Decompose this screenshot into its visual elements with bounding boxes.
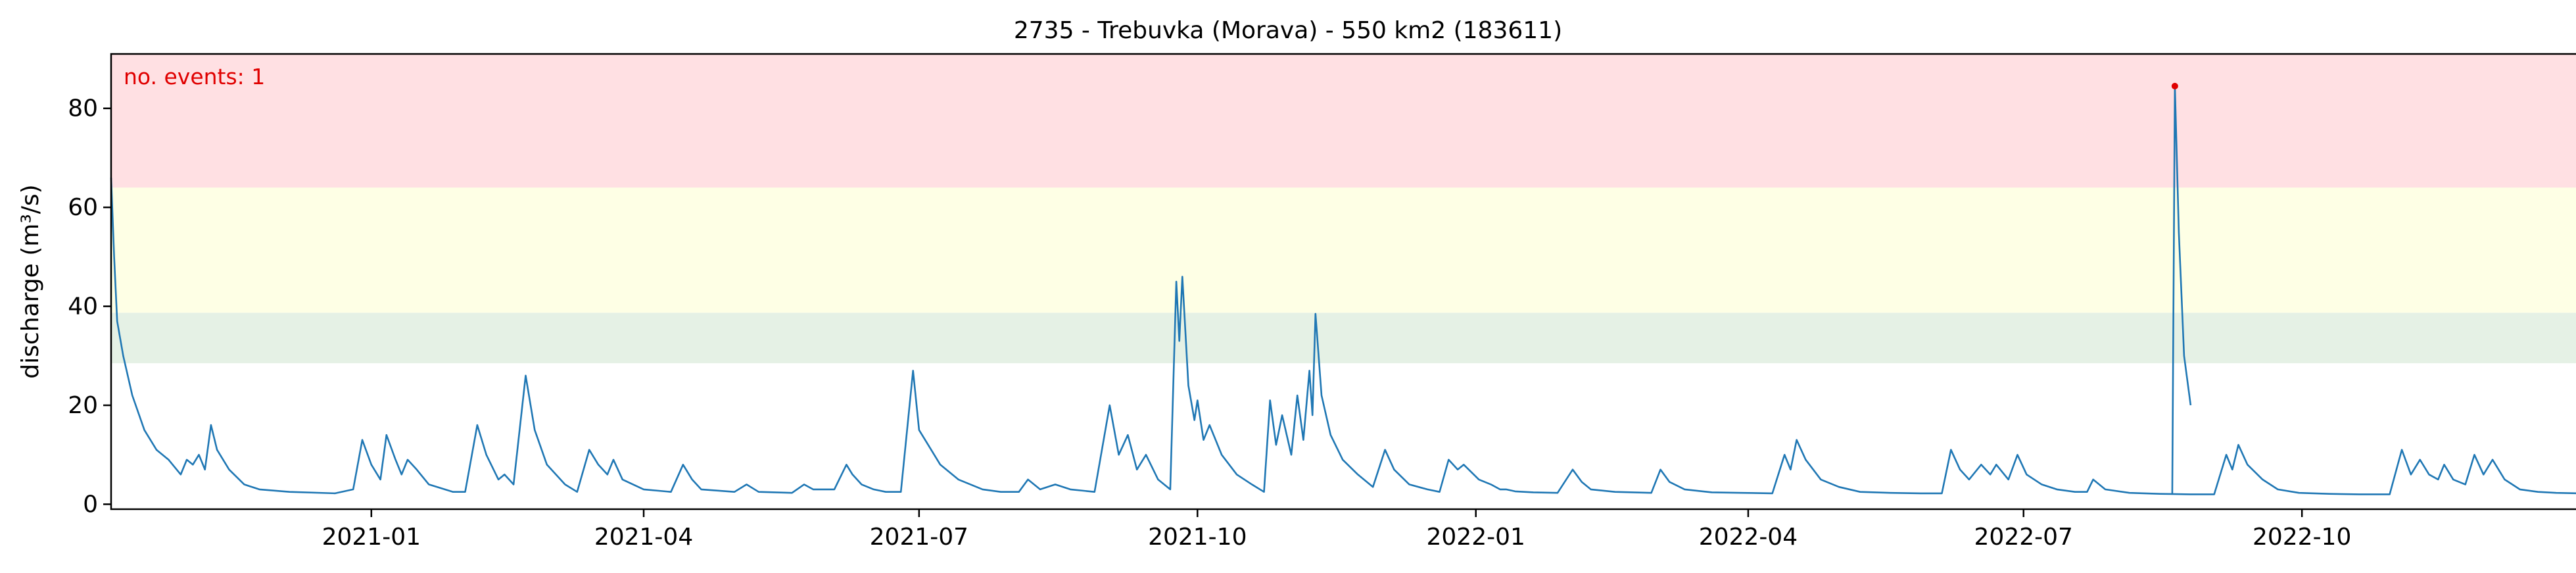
x-tick-label-6: 2022-07 (1974, 524, 2073, 551)
threshold-bands (111, 54, 2576, 364)
x-tick-label-2: 2021-07 (870, 524, 968, 551)
x-tick-label-5: 2022-04 (1699, 524, 1798, 551)
event-spike-0 (2171, 86, 2192, 495)
y-tick-label-1: 20 (68, 392, 98, 419)
y-tick-label-0: 0 (83, 491, 98, 518)
x-tick-label-0: 2021-01 (322, 524, 421, 551)
y-tick-label-4: 80 (68, 95, 98, 122)
x-tick-label-3: 2021-10 (1148, 524, 1247, 551)
threshold-band-2 (111, 54, 2576, 188)
plot-frame (110, 53, 2576, 511)
x-axis: 2021-01 2021-04 2021-07 2021-10 2022-01 2022-… (322, 509, 2351, 551)
event-markers (2171, 82, 2192, 495)
series-line-0 (110, 177, 2576, 495)
x-tick-label-7: 2022-10 (2253, 524, 2351, 551)
x-tick-label-1: 2021-04 (594, 524, 693, 551)
discharge-series (110, 177, 2576, 495)
y-axis-label: discharge (m³/s) (17, 184, 44, 378)
x-tick-label-4: 2022-01 (1426, 524, 1525, 551)
threshold-band-1 (111, 187, 2576, 313)
chart-title: 2735 - Trebuvka (Morava) - 550 km2 (1836… (1014, 17, 1562, 44)
y-tick-label-2: 40 (68, 293, 98, 320)
event-point-0 (2171, 82, 2178, 89)
y-tick-label-3: 60 (68, 194, 98, 221)
event-count-annotation: no. events: 1 (124, 64, 265, 89)
y-axis: 0 20 40 60 80 (68, 95, 111, 518)
threshold-band-0 (111, 312, 2576, 364)
